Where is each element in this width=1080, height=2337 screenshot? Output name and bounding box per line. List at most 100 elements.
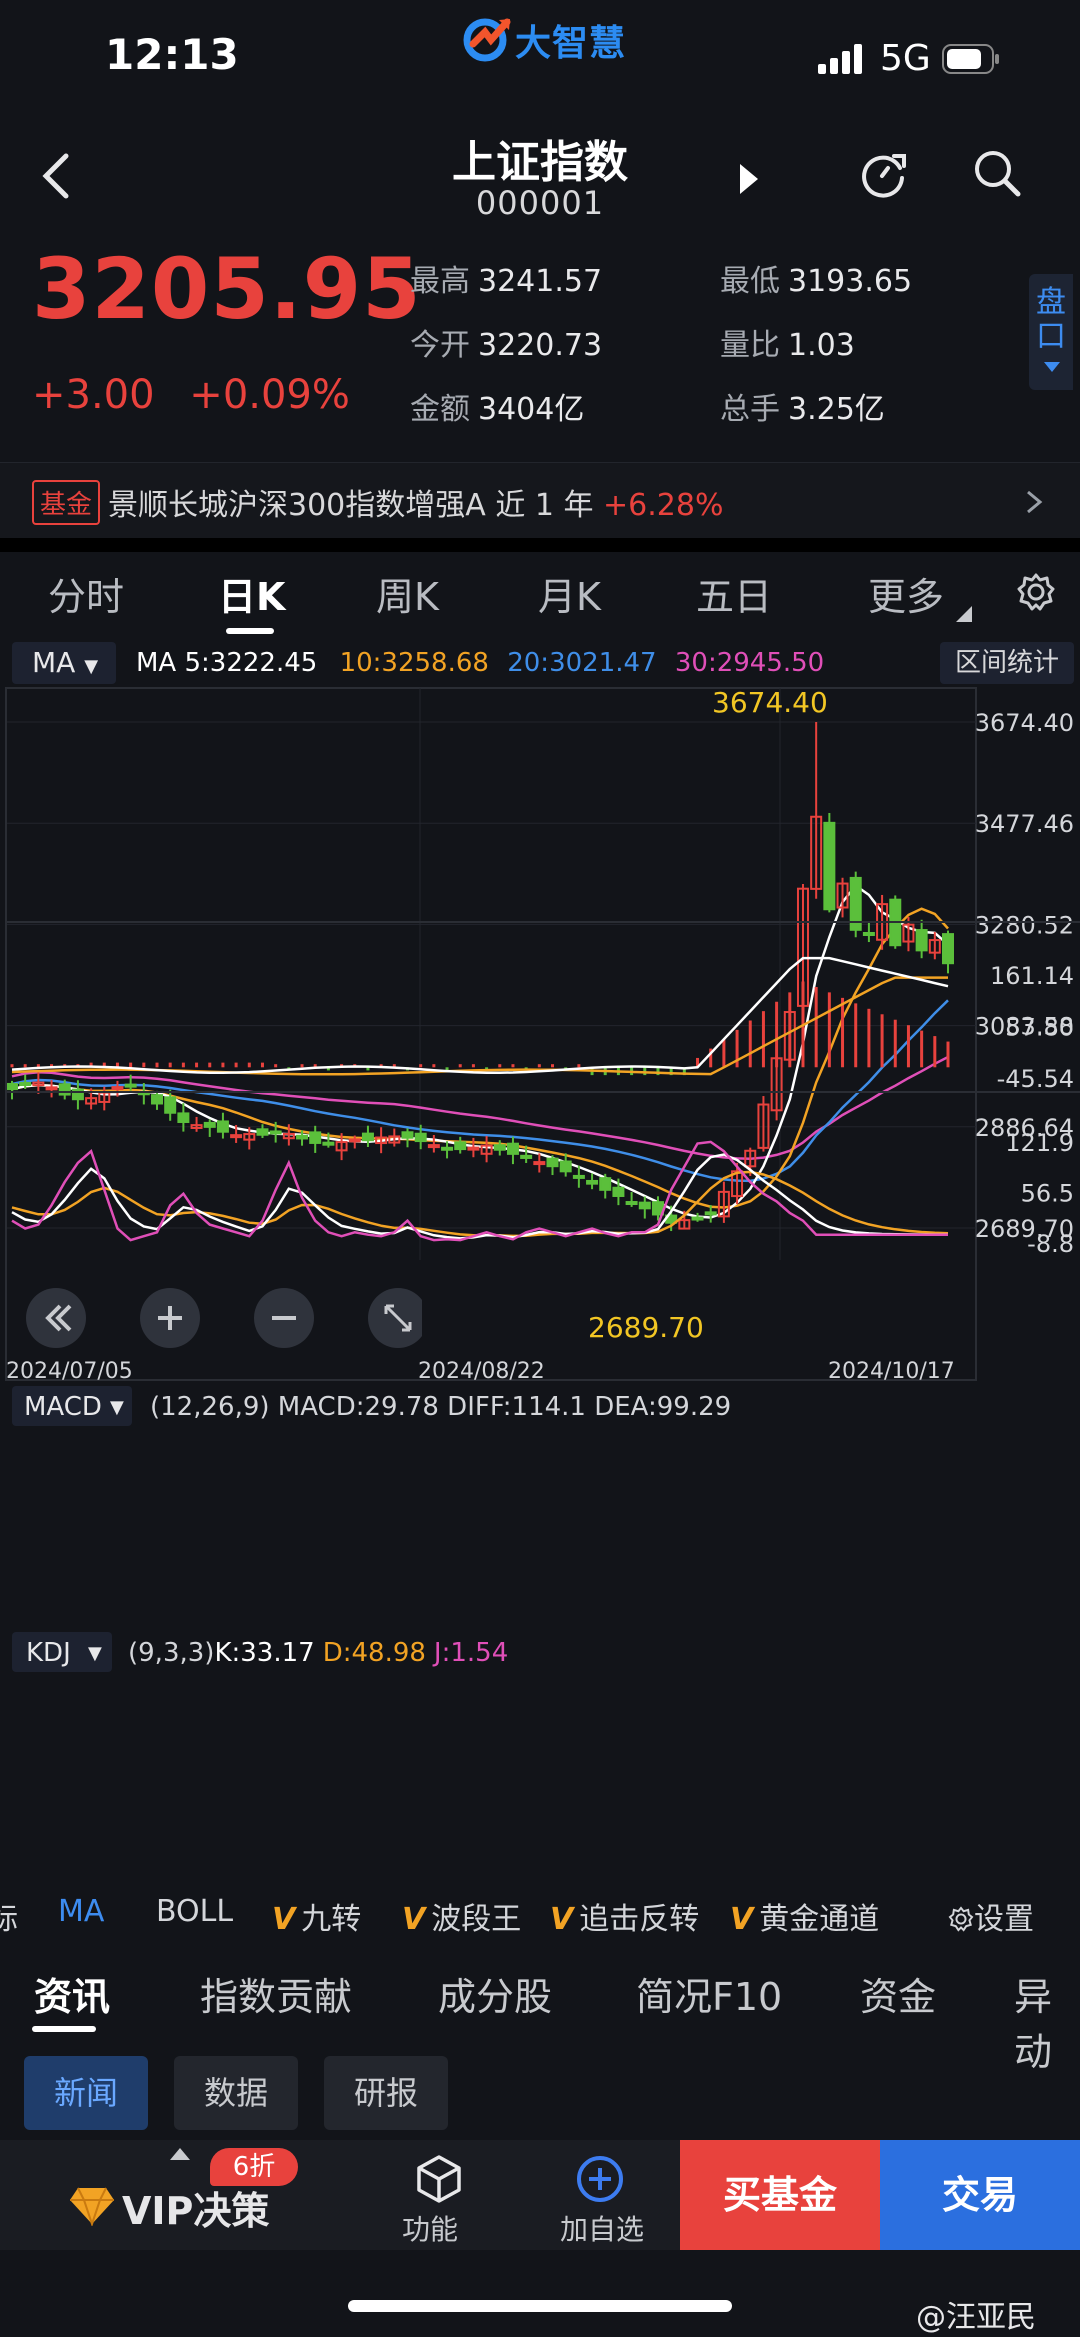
zoom-in-button[interactable] bbox=[140, 1288, 200, 1348]
tab-constituents[interactable]: 成分股 bbox=[438, 1975, 553, 2019]
fund-text: 景顺长城沪深300指数增强A 近 1 年 +6.28% bbox=[108, 480, 723, 524]
kdj-y-tick: 56.5 bbox=[1021, 1180, 1074, 1208]
kdj-j: J:1.54 bbox=[432, 1638, 508, 1668]
candle-body bbox=[520, 1154, 533, 1159]
network-type: 5G bbox=[880, 38, 931, 79]
function-label[interactable]: 功能 bbox=[402, 2213, 459, 2246]
indicator-golden-channel[interactable]: V 黄金通道 bbox=[730, 1894, 879, 1938]
stat-low: 最低 3193.65 bbox=[720, 256, 912, 300]
price-change: +3.00 +0.09% bbox=[32, 372, 350, 418]
stat-value: 3220.73 bbox=[478, 328, 603, 363]
chevron-right-icon[interactable] bbox=[1024, 488, 1044, 516]
indicator-partial[interactable]: 标 bbox=[0, 1902, 18, 1937]
ma5-line bbox=[11, 883, 949, 1219]
gear-icon[interactable] bbox=[1016, 572, 1056, 612]
rewind-button[interactable] bbox=[26, 1288, 86, 1348]
cube-icon[interactable] bbox=[414, 2154, 464, 2204]
stat-label: 总手 bbox=[720, 392, 780, 427]
candle-body bbox=[533, 1161, 546, 1166]
ma-selector[interactable] bbox=[12, 642, 116, 684]
macd-panel: 161.14 57.80 -45.54 bbox=[10, 956, 1074, 1093]
next-stock-icon[interactable] bbox=[736, 162, 762, 196]
change-value: +3.00 bbox=[32, 372, 155, 418]
add-watchlist-label[interactable]: 加自选 bbox=[560, 2213, 645, 2246]
indicator-ma[interactable]: MA bbox=[58, 1894, 105, 1929]
kdj-header: (9,3,3)K:33.17 D:48.98 J:1.54 bbox=[128, 1638, 508, 1668]
candle-body bbox=[757, 1103, 770, 1149]
refresh-icon[interactable] bbox=[858, 148, 910, 200]
tab-news[interactable]: 资讯 bbox=[34, 1975, 111, 2019]
back-icon[interactable] bbox=[38, 150, 74, 202]
chip-research[interactable]: 研报 bbox=[324, 2056, 448, 2130]
ma30-value: 30:2945.50 bbox=[674, 648, 825, 678]
indicator-zhuiji[interactable]: V 追击反转 bbox=[550, 1894, 699, 1938]
candle-body bbox=[177, 1112, 190, 1123]
candle-body bbox=[625, 1201, 638, 1206]
tab-monthly-k[interactable]: 月K bbox=[538, 575, 601, 619]
stat-high: 最高 3241.57 bbox=[410, 256, 602, 300]
candle-body bbox=[388, 1135, 401, 1144]
stat-volume-ratio: 量比 1.03 bbox=[720, 320, 855, 364]
stat-value: 1.03 bbox=[788, 328, 855, 363]
candle-body bbox=[810, 815, 823, 890]
candle-body bbox=[164, 1096, 177, 1114]
trade-button[interactable]: 交易 bbox=[880, 2140, 1080, 2250]
candle-body bbox=[309, 1131, 322, 1144]
chip-data[interactable]: 数据 bbox=[174, 2056, 298, 2130]
chart-controls bbox=[26, 1288, 422, 1348]
indicator-label: 九转 bbox=[301, 1902, 362, 1937]
candle-body bbox=[243, 1133, 256, 1141]
tab-index-contribution[interactable]: 指数贡献 bbox=[200, 1975, 353, 2019]
section-divider bbox=[0, 538, 1080, 552]
indicator-settings[interactable]: 设置 bbox=[948, 1894, 1034, 1938]
candle-body bbox=[572, 1174, 585, 1179]
app-logo-text: 大智慧 bbox=[515, 23, 627, 64]
candle-body bbox=[691, 1216, 704, 1221]
kdj-dropdown-icon: ▼ bbox=[88, 1643, 102, 1664]
candle-body bbox=[823, 821, 836, 911]
candle-body bbox=[915, 929, 928, 952]
vip-discount-badge: 6折 bbox=[210, 2148, 298, 2186]
indicator-boduanwang[interactable]: V 波段王 bbox=[402, 1894, 521, 1938]
candle-body bbox=[704, 1211, 717, 1216]
macd-header: (12,26,9) MACD:29.78 DIFF:114.1 DEA:99.2… bbox=[150, 1392, 731, 1422]
tab-weekly-k[interactable]: 周K bbox=[376, 575, 439, 619]
candle-body bbox=[441, 1146, 454, 1151]
tab-capital[interactable]: 资金 bbox=[860, 1975, 937, 2019]
chip-news[interactable]: 新闻 bbox=[24, 2056, 148, 2130]
tab-more[interactable]: 更多 bbox=[868, 575, 945, 619]
tab-five-day[interactable]: 五日 bbox=[696, 575, 773, 619]
fund-banner[interactable] bbox=[0, 462, 1080, 539]
x-tick-label: 2024/07/05 bbox=[6, 1359, 133, 1384]
kline-chart[interactable]: 3674.40 3477.46 3280.52 3083.58 2886.64 2689.… bbox=[0, 640, 1080, 1870]
vip-decision-button[interactable]: VIP决策 bbox=[122, 2189, 270, 2233]
macd-y-tick: 161.14 bbox=[990, 962, 1074, 990]
battery-icon bbox=[942, 44, 999, 74]
v-icon: V bbox=[550, 1902, 574, 1937]
x-tick-label: 2024/08/22 bbox=[418, 1359, 545, 1384]
range-stats-button[interactable]: 区间统计 bbox=[940, 642, 1074, 684]
tab-unusual[interactable]: 异动 bbox=[1014, 1975, 1053, 2074]
macd-selector[interactable] bbox=[12, 1386, 132, 1426]
ma-selector-text: MA bbox=[32, 646, 76, 679]
ma-lines bbox=[11, 883, 949, 1219]
fullscreen-button[interactable] bbox=[368, 1288, 422, 1348]
candle-body bbox=[731, 1170, 744, 1198]
indicator-jiuzhuan[interactable]: V 九转 bbox=[272, 1894, 361, 1938]
home-indicator[interactable] bbox=[348, 2300, 732, 2312]
stat-value: 3.25亿 bbox=[788, 392, 885, 427]
add-watchlist-icon[interactable] bbox=[575, 2154, 625, 2204]
buy-fund-button[interactable]: 买基金 bbox=[680, 2140, 880, 2250]
stat-value: 3404亿 bbox=[478, 392, 585, 427]
tab-daily-k[interactable]: 日K bbox=[218, 575, 286, 619]
kdj-selector[interactable] bbox=[12, 1632, 112, 1672]
tab-timeshare[interactable]: 分时 bbox=[48, 575, 125, 619]
x-tick-label: 2024/10/17 bbox=[828, 1359, 955, 1384]
candle-body bbox=[58, 1083, 71, 1096]
tab-f10[interactable]: 简况F10 bbox=[636, 1975, 783, 2019]
indicator-boll[interactable]: BOLL bbox=[156, 1894, 234, 1929]
zoom-out-button[interactable] bbox=[254, 1288, 314, 1348]
search-icon[interactable] bbox=[972, 148, 1022, 200]
candle-body bbox=[427, 1144, 440, 1149]
stat-label: 最高 bbox=[410, 264, 470, 299]
